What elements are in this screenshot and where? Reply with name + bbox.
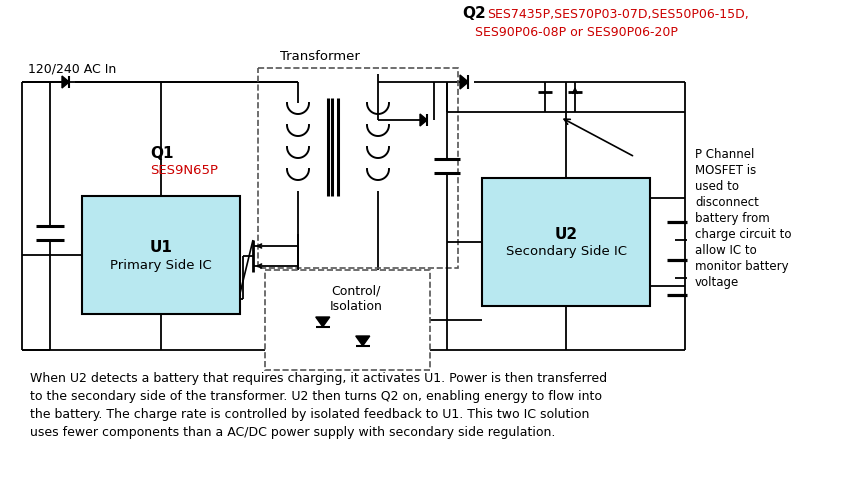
Bar bbox=[258, 68, 458, 268]
Text: P Channel: P Channel bbox=[695, 148, 754, 161]
Text: the battery. The charge rate is controlled by isolated feedback to U1. This two : the battery. The charge rate is controll… bbox=[30, 408, 589, 421]
Polygon shape bbox=[420, 114, 428, 126]
Bar bbox=[482, 178, 650, 306]
Bar bbox=[265, 270, 430, 370]
Text: Secondary Side IC: Secondary Side IC bbox=[505, 246, 627, 259]
Text: SES9N65P: SES9N65P bbox=[150, 164, 218, 177]
Polygon shape bbox=[62, 76, 69, 88]
Text: U2: U2 bbox=[554, 227, 578, 241]
Text: When U2 detects a battery that requires charging, it activates U1. Power is then: When U2 detects a battery that requires … bbox=[30, 372, 607, 385]
Text: uses fewer components than a AC/DC power supply with secondary side regulation.: uses fewer components than a AC/DC power… bbox=[30, 426, 556, 439]
Polygon shape bbox=[460, 75, 469, 89]
Text: Transformer: Transformer bbox=[280, 50, 360, 63]
Text: to the secondary side of the transformer. U2 then turns Q2 on, enabling energy t: to the secondary side of the transformer… bbox=[30, 390, 602, 403]
Text: battery from: battery from bbox=[695, 212, 770, 225]
Text: 120/240 AC In: 120/240 AC In bbox=[28, 62, 116, 75]
Text: U1: U1 bbox=[150, 240, 173, 254]
Text: Q2: Q2 bbox=[462, 6, 486, 21]
Text: used to: used to bbox=[695, 180, 739, 193]
Polygon shape bbox=[356, 336, 369, 346]
Text: voltage: voltage bbox=[695, 276, 740, 289]
Text: monitor battery: monitor battery bbox=[695, 260, 788, 273]
Text: SES90P06-08P or SES90P06-20P: SES90P06-08P or SES90P06-20P bbox=[475, 26, 678, 39]
Text: Primary Side IC: Primary Side IC bbox=[110, 259, 212, 272]
Text: charge circuit to: charge circuit to bbox=[695, 228, 792, 241]
Text: disconnect: disconnect bbox=[695, 196, 759, 209]
Text: SES7435P,SES70P03-07D,SES50P06-15D,: SES7435P,SES70P03-07D,SES50P06-15D, bbox=[487, 8, 749, 21]
Text: Q1: Q1 bbox=[150, 146, 174, 161]
Text: MOSFET is: MOSFET is bbox=[695, 164, 757, 177]
Text: allow IC to: allow IC to bbox=[695, 244, 757, 257]
Bar bbox=[82, 196, 240, 314]
Text: Control/
Isolation: Control/ Isolation bbox=[329, 285, 382, 313]
Polygon shape bbox=[315, 317, 330, 327]
